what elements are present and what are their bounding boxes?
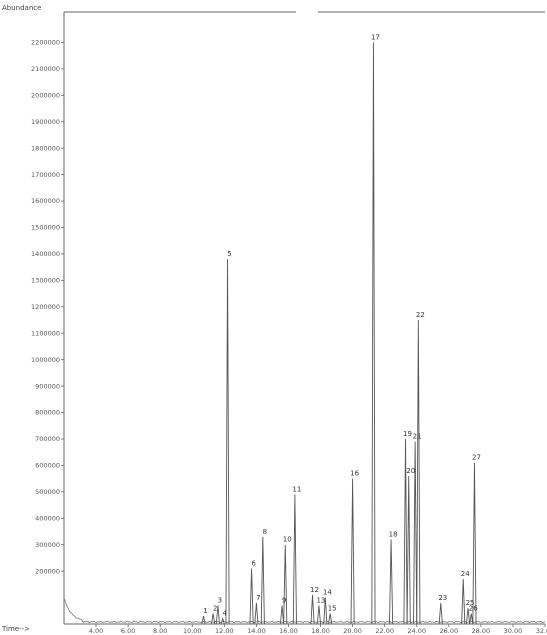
- peak-27: [472, 462, 477, 625]
- peaks: [201, 42, 477, 625]
- peak-24: [461, 579, 466, 625]
- peak-label-1: 1: [203, 607, 207, 615]
- peak-labels: 1 234567891011121314151617181920212223242…: [203, 33, 481, 617]
- peak-label-18: 18: [389, 530, 398, 538]
- x-tick-label: 20.00: [343, 627, 362, 635]
- y-tick-label: 1200000: [31, 303, 60, 311]
- peak-17: [371, 42, 376, 625]
- peak-13: [316, 605, 321, 625]
- y-tick-label: 700000: [35, 435, 60, 443]
- peak-label-9: 9: [282, 596, 286, 604]
- peak-10: [283, 544, 288, 625]
- x-ticks: 4.00 6.00 8.00 10.00 12.00 14.00 16.00 18.00 20.…: [89, 624, 547, 635]
- y-tick-label: 500000: [35, 488, 60, 496]
- peak-18: [389, 539, 394, 625]
- x-tick-label: 22.00: [375, 627, 394, 635]
- peak-label-22: 22: [416, 311, 425, 319]
- peak-label-2: 2: [213, 604, 217, 612]
- peak-22: [416, 319, 421, 625]
- y-tick-label: 1400000: [31, 250, 60, 258]
- peak-2: [211, 613, 216, 625]
- peak-label-26: 26: [469, 604, 478, 612]
- y-ticks: 200000 300000 400000 500000 600000 700000 8000…: [31, 39, 64, 575]
- peak-label-4: 4: [222, 610, 227, 618]
- peak-label-17: 17: [371, 33, 380, 41]
- peak-label-13: 13: [316, 596, 325, 604]
- peak-20: [406, 475, 411, 625]
- peak-1: [201, 615, 206, 625]
- y-tick-label: 300000: [35, 541, 60, 549]
- peak-label-6: 6: [251, 559, 256, 567]
- y-tick-label: 2100000: [31, 65, 60, 73]
- peak-label-16: 16: [350, 470, 359, 478]
- x-tick-label: 30.00: [504, 627, 523, 635]
- peak-label-25: 25: [466, 599, 475, 607]
- peak-6: [249, 568, 254, 625]
- peak-26: [469, 613, 474, 625]
- peak-15: [328, 613, 333, 625]
- y-tick-label: 1800000: [31, 144, 60, 152]
- peak-23: [438, 602, 443, 625]
- y-tick-label: 2000000: [31, 92, 60, 100]
- x-tick-label: 32.00: [536, 627, 547, 635]
- peak-label-14: 14: [323, 589, 332, 597]
- peak-19: [403, 438, 408, 625]
- x-tick-label: 24.00: [407, 627, 426, 635]
- peak-label-21: 21: [413, 433, 422, 441]
- y-tick-label: 1900000: [31, 118, 60, 126]
- y-tick-label: 1300000: [31, 277, 60, 285]
- peak-14: [323, 597, 328, 625]
- peak-label-24: 24: [461, 570, 470, 578]
- peak-9: [280, 605, 285, 625]
- x-tick-label: 28.00: [472, 627, 491, 635]
- peak-7: [254, 602, 259, 625]
- x-tick-label: 8.00: [153, 627, 167, 635]
- peak-25: [465, 608, 471, 625]
- y-tick-label: 1000000: [31, 356, 60, 364]
- x-tick-label: 6.00: [121, 627, 135, 635]
- peak-3: [215, 605, 220, 625]
- peak-label-19: 19: [403, 430, 412, 438]
- y-tick-label: 1600000: [31, 197, 60, 205]
- peak-label-8: 8: [263, 528, 267, 536]
- y-tick-label: 800000: [35, 409, 60, 417]
- y-tick-label: 1100000: [31, 329, 60, 337]
- peak-label-12: 12: [310, 586, 319, 594]
- peak-11: [292, 494, 297, 625]
- peak-label-7: 7: [256, 594, 260, 602]
- peak-16: [350, 478, 355, 625]
- x-tick-label: 10.00: [183, 627, 202, 635]
- peak-8: [260, 536, 265, 625]
- peak-label-3: 3: [218, 596, 222, 604]
- y-tick-label: 400000: [35, 514, 60, 522]
- x-tick-label: 16.00: [279, 627, 298, 635]
- y-tick-label: 900000: [35, 382, 60, 390]
- x-tick-label: 4.00: [89, 627, 103, 635]
- peak-label-10: 10: [283, 536, 292, 544]
- y-tick-label: 600000: [35, 462, 60, 470]
- y-axis-title: Abundance: [2, 4, 41, 12]
- peak-21: [413, 441, 418, 625]
- peak-label-15: 15: [328, 604, 337, 612]
- peak-12: [310, 594, 315, 625]
- y-tick-label: 200000: [35, 567, 60, 575]
- y-tick-label: 2200000: [31, 39, 60, 47]
- y-tick-label: 1500000: [31, 224, 60, 232]
- peak-label-20: 20: [406, 467, 415, 475]
- peak-4: [220, 617, 225, 625]
- x-tick-label: 26.00: [439, 627, 458, 635]
- y-tick-label: 1700000: [31, 171, 60, 179]
- x-tick-label: 12.00: [215, 627, 234, 635]
- peak-5: [225, 259, 230, 625]
- peak-label-27: 27: [472, 454, 481, 462]
- x-tick-label: 14.00: [247, 627, 266, 635]
- x-axis-title: Time-->: [1, 625, 30, 633]
- x-tick-label: 18.00: [311, 627, 330, 635]
- peak-label-11: 11: [292, 485, 301, 493]
- peak-label-5: 5: [227, 250, 231, 258]
- peak-label-23: 23: [438, 594, 447, 602]
